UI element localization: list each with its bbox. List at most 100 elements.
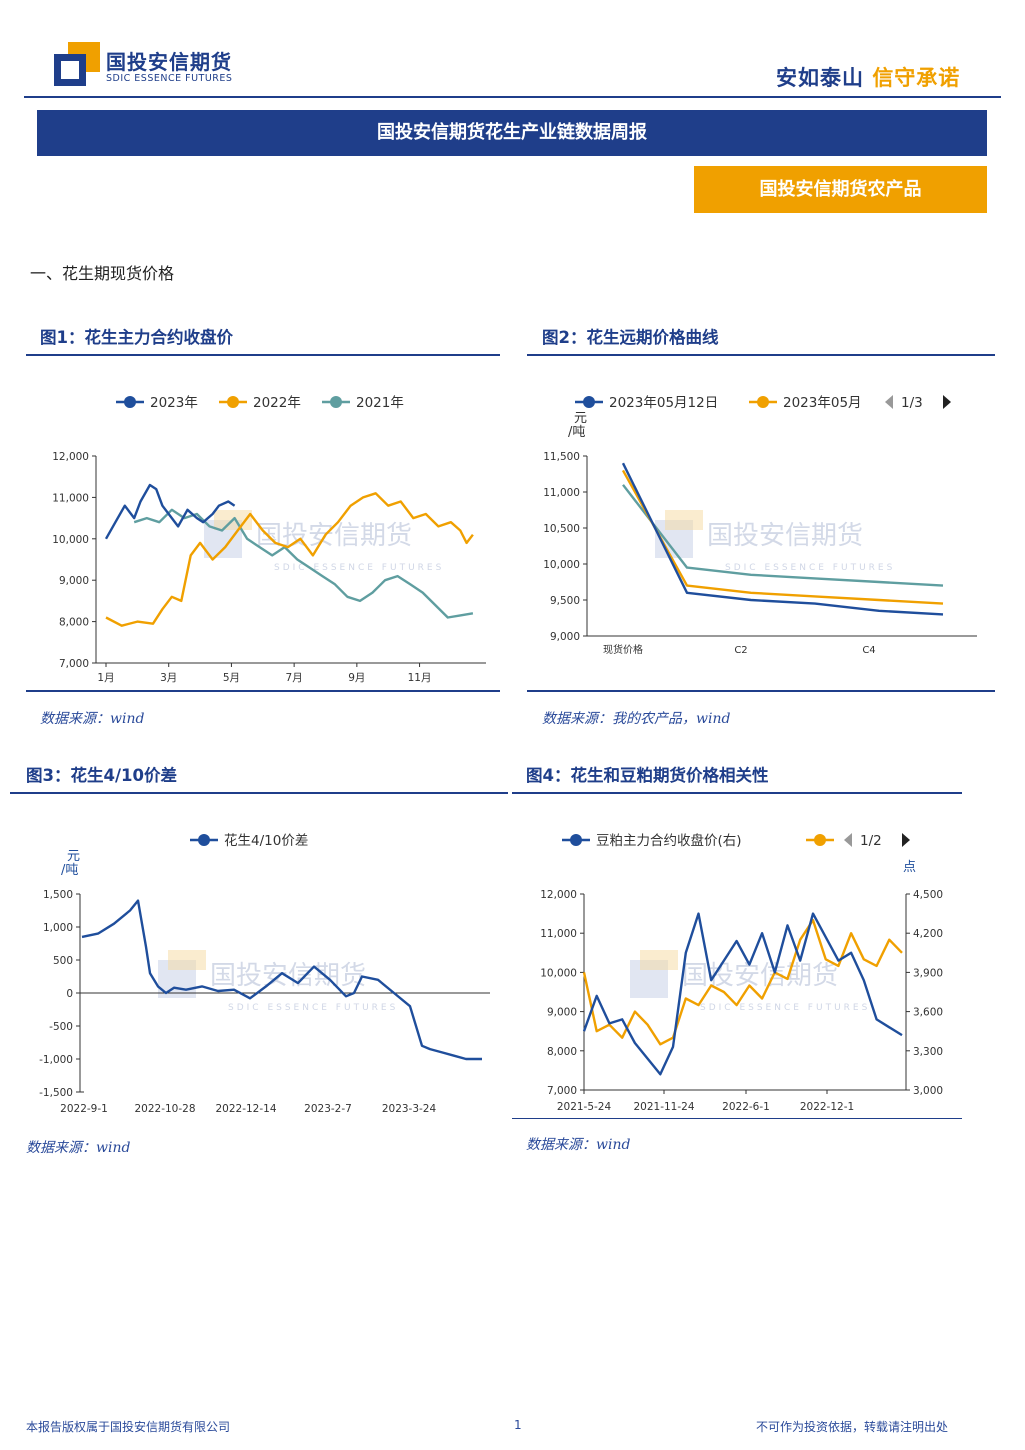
fig1-legend-2021-label: 2021年 [356,395,404,411]
fig1-y-axis-tick-label: 12,000 [52,451,89,463]
fig1-y-axis-tick-label: 11,000 [52,492,89,504]
page-number: 1 [514,1418,522,1432]
fig3-x-tick-label: 2023-3-24 [382,1103,437,1115]
fig3-x-tick-label: 2022-9-1 [60,1103,108,1115]
fig2-unit-bottom: /吨 [568,425,585,440]
fig3-y-axis-tick-label: -1,500 [39,1087,73,1099]
watermark-logo-accent [168,950,206,970]
fig2-series-line-1 [621,469,944,605]
fig4-y-axis-left-tick-label: 9,000 [547,1007,577,1019]
fig4-title: 图4：花生和豆粕期货价格相关性 [526,766,769,785]
fig3-y-axis-tick-label: 500 [53,955,73,967]
fig1-top-rule [26,354,500,356]
slogan-part-a: 安如泰山 [776,66,864,90]
fig1-y-axis-tick-label: 8,000 [59,617,89,629]
fig4-bottom-rule [512,1118,962,1119]
fig1-title: 图1：花生主力合约收盘价 [40,328,233,347]
fig2-y-axis-tick-label: 11,500 [543,451,580,463]
fig2-legend-series1-marker [583,396,595,408]
fig4-y-axis-left-tick-label: 7,000 [547,1085,577,1097]
fig4-legend-series1-label: 豆粕主力合约收盘价(右) [596,832,742,849]
fig3-source: 数据来源：wind [26,1140,131,1156]
fig1-x-tick-label: 1月 [97,672,114,684]
watermark-subtext: SDIC ESSENCE FUTURES [700,1003,870,1013]
company-logo-icon [54,42,100,86]
fig4-source: 数据来源：wind [526,1137,631,1153]
fig4-y-axis-right-tick-label: 4,500 [913,889,943,901]
fig1-x-tick-label: 11月 [408,672,432,684]
fig1-source: 数据来源：wind [40,711,145,727]
fig4-x-tick-label: 2021-11-24 [633,1101,694,1113]
fig2-title: 图2：花生远期价格曲线 [542,328,719,347]
fig1-y-axis-tick-label: 7,000 [59,658,89,670]
fig2-unit-top: 元 [574,411,587,426]
legend-prev-icon [844,833,852,847]
fig2-bottom-rule [527,690,995,692]
watermark-subtext: SDIC ESSENCE FUTURES [725,563,895,573]
fig4-y-axis-right-tick-label: 3,000 [913,1085,943,1097]
fig3-legend-label: 花生4/10价差 [224,833,308,849]
fig4-y-axis-left-tick-label: 11,000 [540,928,577,940]
fig4-top-rule [512,792,962,794]
fig3-x-tick-label: 2022-10-28 [134,1103,195,1115]
header-divider [24,96,1001,98]
slogan: 安如泰山 信守承诺 [776,62,960,92]
fig2-y-axis-tick-label: 9,500 [550,595,580,607]
fig1-legend-2022-marker [227,396,239,408]
fig3-title: 图3：花生4/10价差 [26,766,177,785]
fig3-y-axis-tick-label: 0 [66,988,73,1000]
watermark-subtext: SDIC ESSENCE FUTURES [228,1003,398,1013]
fig4-x-tick-label: 2022-12-1 [800,1101,854,1113]
fig3-series-line [81,899,482,1061]
fig4-y-axis-left-tick-label: 10,000 [540,967,577,979]
fig3-unit-bottom: /吨 [61,863,78,878]
logo-english-name: SDIC ESSENCE FUTURES [106,73,233,84]
fig4-x-tick-label: 2021-5-24 [557,1101,612,1113]
fig2-legend-series1-label: 2023年05月12日 [609,395,718,411]
watermark-logo-accent [665,510,703,530]
fig1-legend-2023-label: 2023年 [150,395,198,411]
fig2-y-axis-tick-label: 11,000 [543,487,580,499]
logo-chinese-name: 国投安信期货 [106,50,232,74]
fig1-y-axis-tick-label: 9,000 [59,575,89,587]
footer-copyright: 本报告版权属于国投安信期货有限公司 [26,1420,231,1434]
fig1-x-tick-label: 9月 [348,672,365,684]
fig2-y-axis-tick-label: 10,500 [543,523,580,535]
fig1-legend-2021-marker [330,396,342,408]
fig3-legend-marker [198,834,210,846]
fig4-legend-series1-marker [570,834,582,846]
fig4-series-line-right [582,918,903,1046]
fig2-y-axis-tick-label: 9,000 [550,631,580,643]
fig2-x-tick-label: C4 [862,645,875,656]
fig1-x-tick-label: 3月 [160,672,177,684]
fig2-source: 数据来源：我的农产品，wind [542,711,731,727]
legend-pager-label: 1/2 [860,833,882,849]
fig4-series-line-left [582,912,903,1076]
fig3-y-axis-tick-label: -1,000 [39,1054,73,1066]
watermark-text: 国投安信期货 [682,961,838,991]
legend-prev-icon [885,395,893,409]
fig4-y-axis-left-tick-label: 12,000 [540,889,577,901]
fig1-series-line-2022年 [105,492,474,627]
fig2-series-line-2 [622,484,944,587]
report-title: 国投安信期货花生产业链数据周报 [37,110,987,156]
fig1-x-tick-label: 7月 [286,672,303,684]
legend-next-icon [943,395,951,409]
fig1-series-line-2021年 [133,508,474,619]
section-heading: 一、花生期现货价格 [30,264,175,283]
fig3-x-tick-label: 2023-2-7 [304,1103,352,1115]
fig1-legend-2022-label: 2022年 [253,395,301,411]
fig4-y-axis-right-tick-label: 4,200 [913,928,943,940]
fig3-x-tick-label: 2022-12-14 [215,1103,276,1115]
fig1-x-tick-label: 5月 [223,672,240,684]
category-tag: 国投安信期货农产品 [694,166,987,213]
fig2-x-tick-label: 现货价格 [603,643,643,656]
fig4-y-axis-left-tick-label: 8,000 [547,1046,577,1058]
fig3-top-rule [10,792,508,794]
fig4-y-axis-right-tick-label: 3,300 [913,1046,943,1058]
fig2-x-tick-label: C2 [734,645,747,656]
watermark-subtext: SDIC ESSENCE FUTURES [274,563,444,573]
